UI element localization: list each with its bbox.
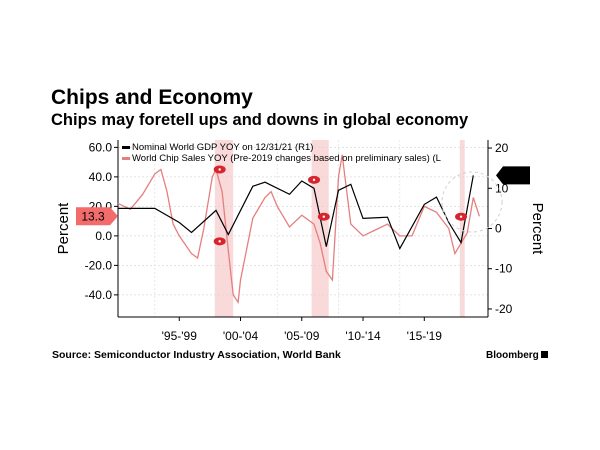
left-tick-label: 0.0: [95, 229, 112, 243]
left-tick-label: 60.0: [89, 140, 113, 154]
marker-dot-center-3: [322, 215, 326, 218]
chart-subtitle: Chips may foretell ups and downs in glob…: [51, 111, 469, 129]
highlight-band-2: [459, 140, 465, 317]
x-tick-label: '05-'09: [284, 329, 320, 343]
right-tick-label: -10: [495, 262, 513, 276]
chip-last-value-tag: [76, 207, 118, 226]
x-tick-label: '15-'19: [407, 329, 443, 343]
left-tick-label: -20.0: [85, 258, 113, 272]
left-tick-label: 40.0: [89, 170, 113, 184]
highlight-band-0: [214, 140, 234, 317]
brand-mark-icon: [540, 351, 548, 358]
legend-label-chips: World Chip Sales YOY (Pre-2019 changes b…: [132, 153, 441, 164]
brand-logo: Bloomberg: [486, 350, 548, 361]
chart-title: Chips and Economy: [51, 86, 253, 109]
gdp-last-value-tag: [496, 166, 530, 185]
legend-swatch-chips: [122, 157, 130, 160]
x-tick-label: '00-'04: [223, 329, 259, 343]
right-tick-label: -20: [495, 302, 513, 316]
left-axis-label: Percent: [55, 202, 72, 255]
right-tick-label: 10: [495, 181, 509, 195]
x-tick-label: '10-'14: [345, 329, 381, 343]
source-note: Source: Semiconductor Industry Associati…: [52, 349, 341, 361]
marker-dot-center-4: [459, 215, 463, 218]
marker-dot-center-1: [218, 240, 221, 243]
legend-label-gdp: Nominal World GDP YOY on 12/31/21 (R1): [132, 142, 313, 153]
legend-swatch-gdp: [122, 146, 130, 149]
marker-dot-center-2: [312, 178, 316, 182]
right-tick-label: 20: [495, 141, 509, 155]
highlight-circle: [441, 171, 503, 233]
highlight-band-1: [311, 140, 329, 317]
chip-last-value-label: 13.3: [81, 209, 105, 223]
x-tick-label: '95-'99: [162, 329, 198, 343]
right-tick-label: 0: [495, 222, 502, 236]
marker-dot-center-0: [218, 168, 221, 171]
left-tick-label: -40.0: [85, 288, 113, 302]
right-axis-label: Percent: [529, 203, 546, 256]
gdp-last-value-label: 13.2: [503, 168, 527, 182]
chip-sales-line: [117, 154, 481, 305]
